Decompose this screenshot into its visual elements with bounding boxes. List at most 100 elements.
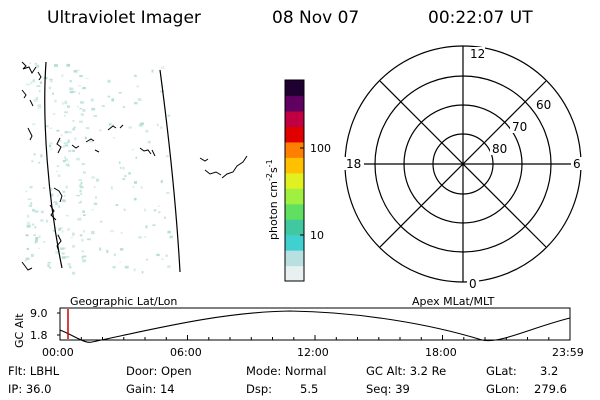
aurora-speckle — [35, 97, 39, 100]
aurora-speckle — [65, 163, 70, 167]
coastline — [21, 61, 248, 271]
label-bg-0 — [467, 277, 479, 290]
aurora-speckle — [67, 228, 70, 231]
aurora-speckle — [80, 181, 83, 185]
aurora-speckle — [36, 85, 41, 87]
aurora-speckle — [28, 205, 32, 207]
aurora-speckles — [24, 62, 173, 275]
aurora-speckle — [62, 145, 65, 148]
aurora-speckle — [56, 170, 58, 173]
aurora-speckle — [30, 202, 33, 204]
aurora-speckle — [62, 160, 66, 163]
aurora-speckle — [61, 101, 64, 105]
aurora-speckle — [160, 90, 164, 93]
orbit-altitude-strip — [57, 307, 571, 343]
aurora-speckle — [56, 129, 60, 132]
aurora-speckle — [73, 126, 76, 129]
orbit-xtick-label-0000: 00:00 — [42, 346, 74, 359]
glon-value: 279.6 — [534, 382, 567, 396]
aurora-speckle — [26, 214, 30, 218]
aurora-speckle — [91, 231, 95, 235]
mlat-label-80: 80 — [492, 142, 507, 156]
aurora-speckle — [79, 75, 83, 78]
aurora-speckle — [70, 236, 73, 239]
aurora-speckle — [39, 81, 42, 84]
aurora-speckle — [161, 258, 164, 260]
aurora-speckle — [151, 69, 154, 73]
color-scale-bar — [285, 80, 304, 282]
aurora-speckle — [78, 92, 80, 95]
aurora-speckle — [43, 241, 46, 243]
aurora-speckle — [58, 205, 61, 208]
aurora-speckle — [67, 263, 71, 267]
mode-info: Mode: Normal — [246, 364, 327, 378]
colorbar-tick-label-10: 10 — [310, 229, 324, 242]
dsp-value: 5.5 — [300, 382, 319, 396]
orbit-xtick-label-2359: 23:59 — [552, 346, 584, 359]
colorbar-segment — [285, 95, 304, 112]
aurora-speckle — [32, 208, 36, 212]
aurora-speckle — [64, 158, 68, 161]
colorbar-segment — [285, 250, 304, 267]
seq-info: Seq: 39 — [366, 382, 410, 396]
label-bg-18 — [344, 157, 364, 170]
aurora-speckle — [138, 123, 143, 127]
aurora-speckle — [91, 209, 94, 211]
aurora-speckle — [26, 247, 30, 250]
orbit-y-label: GC Alt — [13, 313, 26, 348]
aurora-speckle — [132, 186, 135, 188]
aurora-speckle — [38, 90, 41, 92]
aurora-speckle — [138, 236, 142, 239]
aurora-speckle — [74, 137, 77, 141]
aurora-speckle — [107, 95, 111, 98]
aurora-speckle — [167, 230, 171, 234]
date-label: 08 Nov 07 — [272, 8, 360, 28]
label-bg-12 — [467, 47, 485, 60]
aurora-speckle — [110, 229, 114, 233]
aurora-speckle — [79, 120, 83, 123]
gc-alt-info: GC Alt: 3.2 Re — [366, 364, 447, 378]
aurora-speckle — [76, 194, 80, 197]
aurora-speckle — [52, 92, 54, 95]
colorbar-tick-label-100: 100 — [310, 142, 331, 155]
aurora-speckle — [34, 239, 38, 243]
aurora-speckle — [82, 259, 87, 263]
aurora-speckle — [26, 83, 30, 86]
aurora-speckle — [64, 111, 68, 114]
aurora-speckle — [48, 266, 52, 269]
aurora-speckle — [160, 180, 163, 184]
aurora-speckle — [123, 208, 126, 211]
aurora-speckle — [46, 219, 48, 223]
aurora-speckle — [79, 189, 82, 193]
aurora-speckle — [133, 197, 137, 201]
aurora-speckle — [96, 178, 99, 182]
aurora-speckle — [160, 126, 163, 129]
aurora-speckle — [83, 214, 86, 216]
aurora-speckle — [93, 186, 96, 188]
aurora-speckle — [42, 187, 46, 189]
aurora-speckle — [124, 175, 127, 178]
aurora-speckle — [78, 184, 82, 188]
aurora-speckle — [140, 186, 143, 189]
aurora-speckle — [61, 252, 65, 255]
aurora-speckle — [91, 176, 95, 179]
aurora-speckle — [80, 193, 83, 195]
aurora-speckle — [145, 258, 149, 261]
aurora-speckle — [169, 235, 173, 239]
aurora-speckle — [131, 148, 134, 151]
aurora-speckle — [24, 259, 27, 262]
aurora-speckle — [122, 106, 125, 108]
orbit-x-ticks — [59, 335, 571, 340]
aurora-speckle — [122, 178, 125, 180]
aurora-speckle — [67, 161, 70, 163]
aurora-speckle — [119, 167, 122, 169]
aurora-speckle — [137, 98, 142, 101]
aurora-speckle — [72, 232, 75, 236]
aurora-speckle — [67, 139, 70, 143]
aurora-speckle — [67, 105, 70, 108]
aurora-speckle — [76, 105, 79, 108]
polar-diagonal-2 — [379, 80, 547, 248]
aurora-speckle — [72, 90, 77, 93]
aurora-speckle — [47, 261, 51, 264]
aurora-speckle — [29, 203, 33, 207]
